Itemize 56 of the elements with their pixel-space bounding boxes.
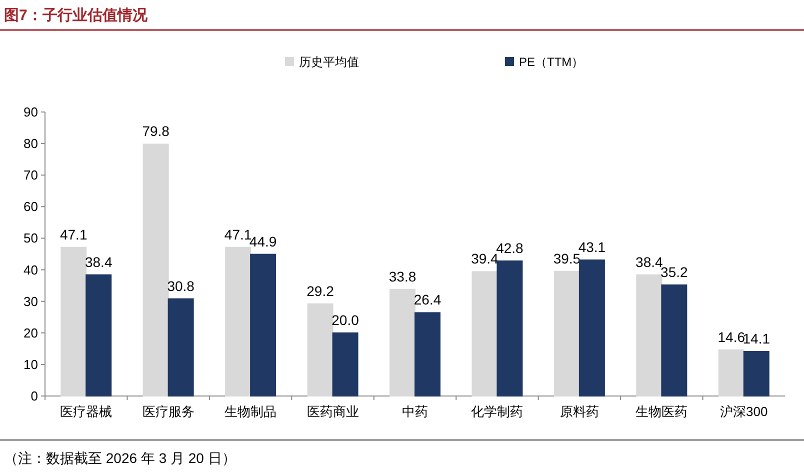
data-label: 29.2 [306,282,334,299]
data-label: 33.8 [388,268,416,284]
y-tick-label: 30 [24,294,38,309]
x-tick-label: 中药 [402,404,428,419]
bar [332,332,358,396]
x-tick-label: 化学制药 [471,404,524,419]
bar [168,298,194,396]
bar [636,274,662,396]
data-label: 30.8 [167,278,195,294]
data-label: 47.1 [224,226,252,242]
bar [472,271,498,396]
bar [60,246,87,396]
data-label: 38.4 [84,254,112,270]
bar [743,351,770,396]
y-tick-label: 0 [30,388,38,404]
data-label: 47.1 [60,226,88,242]
bar [225,246,252,396]
y-tick-label: 50 [24,230,38,246]
y-tick-label: 40 [24,262,38,278]
x-tick-label: 原料药 [560,404,599,419]
bar [307,303,334,396]
data-label: 44.9 [249,233,277,250]
x-tick-label: 医疗服务 [142,404,194,419]
y-tick-label: 20 [24,325,38,340]
bar [390,288,416,396]
y-tick-label: 90 [24,104,38,120]
data-label: 42.8 [496,240,524,256]
data-label: 79.8 [142,123,170,140]
legend-label: 历史平均值 [299,55,359,69]
bar [142,144,169,396]
bar [554,270,580,396]
data-label: 39.4 [471,250,499,267]
bar [496,260,523,396]
x-tick-label: 沪深300 [720,404,768,419]
legend-label: PE（TTM） [519,55,584,69]
x-tick-label: 医疗器械 [60,404,112,419]
x-tick-label: 生物医药 [636,404,688,419]
data-label: 39.5 [553,250,581,266]
data-label: 14.1 [742,330,770,347]
y-tick-label: 80 [24,136,38,152]
y-tick-label: 10 [24,356,38,372]
text: （注：数据截至 2026 年 3 月 20 日） [4,450,236,466]
bar [661,284,688,396]
y-tick-label: 60 [24,199,38,214]
bar [250,254,276,396]
x-tick-label: 生物制品 [224,404,277,419]
bar [578,259,605,396]
title: 图7：子行业估值情况 [4,7,148,24]
x-tick-label: 医药商业 [306,404,359,419]
bar [718,349,744,396]
bar [414,312,440,396]
data-label: 43.1 [578,238,606,255]
data-label: 20.0 [332,312,360,328]
bar [86,274,112,396]
y-tick-label: 70 [24,168,38,183]
data-label: 26.4 [414,292,442,308]
